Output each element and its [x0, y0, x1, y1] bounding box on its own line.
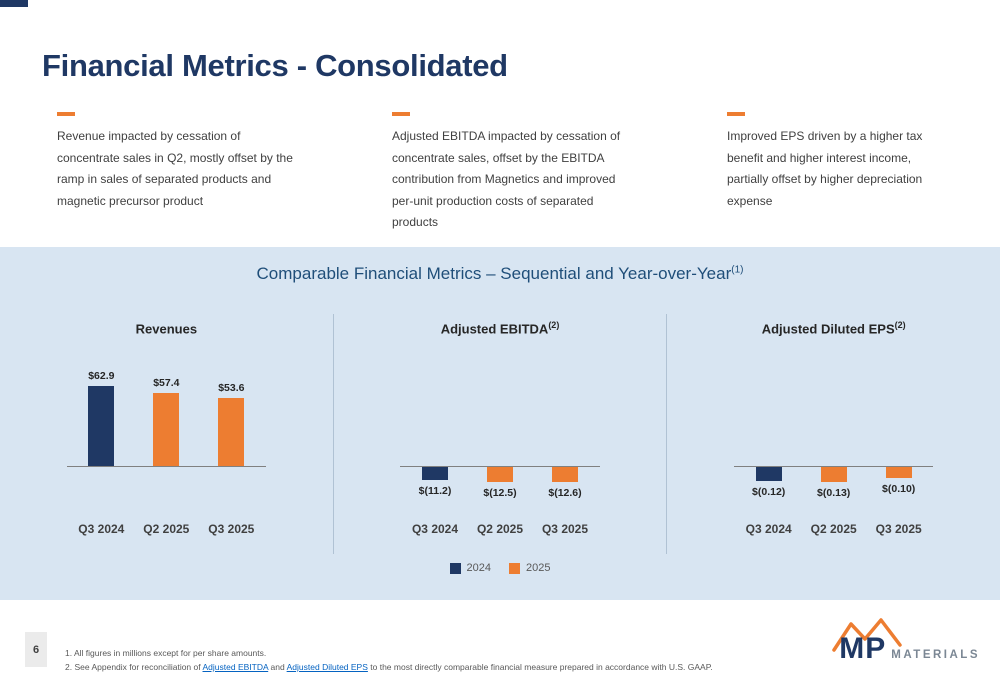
category-label: Q3 2025 — [208, 522, 255, 536]
bar — [218, 398, 245, 466]
page-number: 6 — [25, 632, 47, 667]
legend-label: 2025 — [526, 562, 551, 574]
bar — [552, 466, 578, 482]
chart-title: Adjusted EBITDA(2) — [334, 314, 667, 344]
bar-chart-adjusted-ebitda: $(11.2) Q3 2024 $(12.5) Q2 2025 $(12.6) Q3 20… — [334, 344, 667, 554]
bar — [885, 466, 912, 478]
logo-swoosh-icon — [832, 618, 903, 652]
x-axis-line — [66, 466, 267, 467]
bullet-eps: Improved EPS driven by a higher tax bene… — [727, 112, 945, 234]
footnote-text: to the most directly comparable financia… — [367, 662, 713, 672]
chart-panel-adjusted-ebitda: Adjusted EBITDA(2) $(11.2) Q3 2024 $(12.5)… — [332, 314, 668, 554]
bar-group: $(12.5) Q2 2025 — [468, 344, 533, 554]
bullet-eps-text: Improved EPS driven by a higher tax bene… — [727, 129, 923, 208]
category-label: Q3 2025 — [875, 522, 922, 536]
category-label: Q3 2024 — [745, 522, 792, 536]
section-heading: Comparable Financial Metrics – Sequentia… — [0, 247, 1000, 284]
chart-title-superscript: (2) — [548, 320, 560, 330]
bar — [487, 466, 513, 482]
bar-value-label: $(0.12) — [752, 486, 786, 498]
footnote-1: 1. All figures in millions except for pe… — [65, 648, 267, 658]
footnote-text: and — [268, 662, 287, 672]
bullet-ebitda: Adjusted EBITDA impacted by cessation of… — [392, 112, 637, 234]
bullet-revenue: Revenue impacted by cessation of concent… — [57, 112, 302, 234]
footnote-link-adjusted-ebitda[interactable]: Adjusted EBITDA — [202, 662, 269, 672]
category-label: Q3 2024 — [411, 522, 459, 536]
logo-mp-text: MP — [839, 632, 887, 665]
footnote-link-adjusted-diluted-eps[interactable]: Adjusted Diluted EPS — [286, 662, 368, 672]
bar-value-label: $(12.6) — [548, 487, 582, 499]
chart-title-text: Adjusted Diluted EPS — [761, 321, 895, 337]
bar — [820, 466, 847, 482]
charts-row: Revenues $62.9 Q3 2024 $57.4 Q2 2025 $53.6 Q3… — [0, 314, 1000, 554]
bar-value-label: $53.6 — [218, 382, 245, 394]
charts-section: Comparable Financial Metrics – Sequentia… — [0, 247, 1000, 600]
bar-group: $(0.13) Q2 2025 — [801, 344, 866, 554]
bar — [422, 466, 448, 480]
category-label: Q2 2025 — [810, 522, 857, 536]
mp-materials-logo: MP MATERIALS — [832, 614, 980, 665]
bar-group: $57.4 Q2 2025 — [134, 344, 199, 554]
footnotes: 1. All figures in millions except for pe… — [65, 646, 713, 674]
chart-panel-adjusted-diluted-eps: Adjusted Diluted EPS(2) $(0.12) Q3 2024 $(… — [667, 314, 1000, 554]
bar-group: $53.6 Q3 2025 — [199, 344, 264, 554]
bar-chart-adjusted-diluted-eps: $(0.12) Q3 2024 $(0.13) Q2 2025 $(0.10) Q3 20… — [667, 344, 1000, 554]
slide-title: Financial Metrics - Consolidated — [42, 48, 508, 83]
corner-accent-bar — [0, 0, 28, 7]
bar-value-label: $(12.5) — [483, 487, 517, 499]
legend-label: 2024 — [466, 562, 491, 574]
chart-panel-revenues: Revenues $62.9 Q3 2024 $57.4 Q2 2025 $53.6 Q3… — [0, 314, 333, 554]
bar — [755, 466, 782, 481]
bar-value-label: $(0.10) — [882, 483, 916, 495]
bullet-list: Revenue impacted by cessation of concent… — [57, 112, 945, 234]
category-label: Q3 2024 — [78, 522, 125, 536]
chart-title: Adjusted Diluted EPS(2) — [667, 314, 1000, 344]
x-axis-line — [400, 466, 600, 467]
bar-group: $62.9 Q3 2024 — [69, 344, 134, 554]
legend-item: 2024 — [449, 562, 491, 574]
bullet-dash-icon — [727, 112, 745, 116]
bar-chart-revenues: $62.9 Q3 2024 $57.4 Q2 2025 $53.6 Q3 2025 — [0, 344, 333, 554]
bar-group: $(11.2) Q3 2024 — [403, 344, 468, 554]
bullet-revenue-text: Revenue impacted by cessation of concent… — [57, 129, 293, 208]
chart-title-superscript: (2) — [894, 320, 906, 330]
chart-legend: 2024 2025 — [0, 562, 1000, 574]
bar-value-label: $(11.2) — [418, 485, 452, 497]
logo-mp-wrap: MP — [832, 618, 903, 665]
footnote-text: 2. See Appendix for reconciliation of — [65, 662, 203, 672]
bar-value-label: $57.4 — [153, 377, 180, 389]
legend-item: 2025 — [509, 562, 550, 574]
footnote-2: 2. See Appendix for reconciliation of Ad… — [65, 660, 713, 674]
bar — [153, 393, 180, 466]
legend-swatch — [449, 562, 461, 574]
bar — [88, 386, 115, 466]
chart-title-text: Revenues — [135, 321, 198, 337]
bar-group: $(0.12) Q3 2024 — [736, 344, 801, 554]
footer: 6 1. All figures in millions except for … — [0, 600, 1000, 685]
bar-value-label: $62.9 — [88, 370, 115, 382]
category-label: Q3 2025 — [541, 522, 589, 536]
chart-title: Revenues — [0, 314, 333, 344]
bullet-ebitda-text: Adjusted EBITDA impacted by cessation of… — [392, 129, 621, 229]
logo-materials-text: MATERIALS — [891, 649, 980, 661]
category-label: Q2 2025 — [143, 522, 190, 536]
bar-group: $(12.6) Q3 2025 — [533, 344, 598, 554]
bullet-dash-icon — [392, 112, 410, 116]
x-axis-line — [733, 466, 934, 467]
section-heading-text: Comparable Financial Metrics – Sequentia… — [256, 264, 732, 283]
bullet-dash-icon — [57, 112, 75, 116]
legend-swatch — [509, 562, 520, 574]
chart-title-text: Adjusted EBITDA — [440, 321, 549, 337]
bar-value-label: $(0.13) — [817, 487, 851, 499]
section-heading-superscript: (1) — [731, 264, 744, 276]
category-label: Q2 2025 — [476, 522, 524, 536]
bar-group: $(0.10) Q3 2025 — [866, 344, 931, 554]
